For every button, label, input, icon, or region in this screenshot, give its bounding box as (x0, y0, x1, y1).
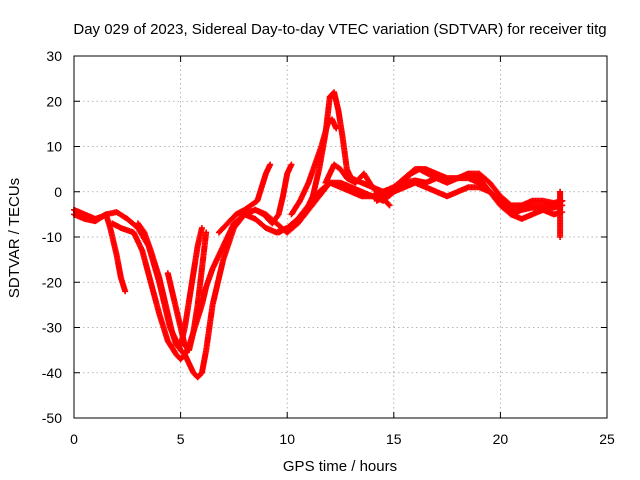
series-track-5 (164, 229, 210, 354)
x-axis-label: GPS time / hours (283, 458, 397, 475)
y-axis-label: SDTVAR / TECUs (6, 178, 23, 298)
x-tick-label: 25 (599, 431, 615, 447)
x-tick-label: 15 (386, 431, 402, 447)
data-point (386, 202, 393, 209)
series-track-11 (373, 166, 566, 209)
series-track-7 (252, 161, 295, 227)
grid-lines (74, 56, 607, 418)
x-tick-label: 20 (493, 431, 509, 447)
series-track-9 (288, 116, 340, 218)
x-tick-label: 0 (70, 431, 78, 447)
series-track-12 (557, 188, 564, 240)
x-tick-label: 5 (177, 431, 185, 447)
data-point (288, 161, 295, 168)
y-tick-label: -40 (42, 365, 62, 381)
plot-frame (73, 55, 608, 419)
y-tick-label: -50 (42, 410, 62, 426)
data-point (122, 288, 129, 295)
y-tick-label: -20 (42, 274, 62, 290)
data-marks (71, 89, 566, 381)
data-point (203, 229, 210, 236)
data-point (198, 224, 205, 231)
data-point (557, 188, 564, 195)
y-tick-label: 0 (54, 184, 62, 200)
chart-title: Day 029 of 2023, Sidereal Day-to-day VTE… (73, 21, 606, 38)
data-point (267, 161, 274, 168)
tick-labels: 0 5 10 15 20 25 -50 -40 -30 -20 -10 0 10 20 30 (42, 48, 615, 447)
x-tick-label: 10 (279, 431, 295, 447)
data-marker-fill (385, 201, 392, 208)
series-track-6 (215, 161, 274, 236)
y-tick-label: 20 (46, 93, 62, 109)
data-point (333, 125, 340, 132)
series-track-10 (322, 161, 393, 209)
y-tick-label: 10 (46, 139, 62, 155)
y-tick-label: 30 (46, 48, 62, 64)
y-tick-label: -10 (42, 229, 62, 245)
y-tick-label: -30 (42, 320, 62, 336)
series-track-4 (134, 220, 205, 349)
